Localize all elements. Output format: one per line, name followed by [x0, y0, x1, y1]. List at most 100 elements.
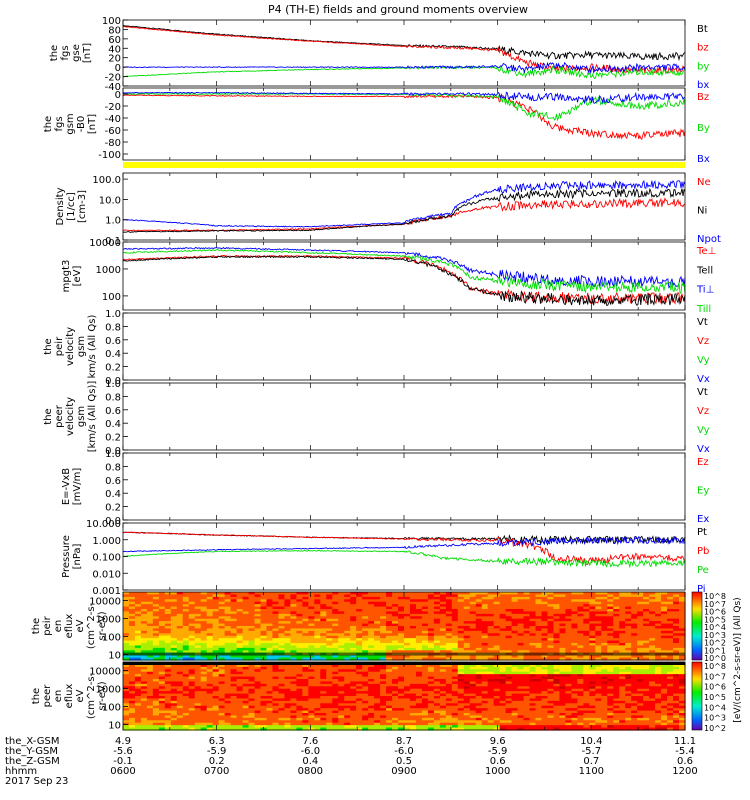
spectrogram-cell	[146, 727, 154, 731]
spectrogram-cell	[296, 683, 303, 687]
spectrogram-cell	[445, 609, 453, 613]
spectrogram-cell	[260, 703, 268, 707]
spectrogram-cell	[404, 604, 411, 608]
spectrogram-cell	[350, 613, 357, 617]
spectrogram-cell	[457, 592, 465, 596]
spectrogram-cell	[284, 623, 292, 627]
spectrogram-cell	[595, 635, 602, 639]
spectrogram-cell	[320, 626, 327, 630]
spectrogram-cell	[230, 645, 238, 649]
spectrogram-cell	[661, 645, 668, 649]
spectrogram-cell	[188, 666, 196, 670]
spectrogram-cell	[427, 626, 435, 630]
spectrogram-cell	[529, 720, 537, 724]
spectrogram-cell	[451, 681, 459, 685]
spectrogram-cell	[625, 655, 632, 659]
spectrogram-cell	[643, 628, 650, 632]
spectrogram-cell	[332, 609, 339, 613]
spectrogram-cell	[392, 599, 399, 603]
spectrogram-cell	[236, 594, 244, 598]
spectrogram-cell	[415, 613, 423, 617]
spectrogram-cell	[595, 657, 602, 661]
spectrogram-cell	[182, 655, 190, 659]
spectrogram-cell	[523, 722, 531, 726]
spectrogram-cell	[487, 725, 495, 729]
spectrogram-cell	[392, 604, 399, 608]
spectrogram-cell	[535, 710, 543, 714]
spectrogram-cell	[236, 705, 244, 709]
spectrogram-cell	[200, 645, 208, 649]
spectrogram-cell	[278, 599, 286, 603]
spectrogram-cell	[314, 679, 321, 683]
spectrogram-cell	[194, 674, 202, 678]
spectrogram-cell	[481, 596, 489, 600]
spectrogram-cell	[128, 601, 136, 605]
spectrogram-cell	[284, 657, 292, 661]
spectrogram-cell	[661, 647, 668, 651]
spectrogram-cell	[344, 630, 351, 634]
spectrogram-cell	[404, 623, 411, 627]
spectrogram-cell	[409, 698, 417, 702]
spectrogram-cell	[350, 621, 357, 625]
spectrogram-cell	[559, 657, 567, 661]
spectrogram-cell	[332, 638, 339, 642]
spectrogram-cell	[254, 609, 262, 613]
spectrogram-cell	[565, 655, 573, 659]
spectrogram-cell	[481, 676, 489, 680]
spectrogram-cell	[523, 727, 531, 731]
spectrogram-cell	[308, 683, 315, 687]
spectrogram-cell	[487, 717, 495, 721]
spectrogram-cell	[445, 710, 453, 714]
spectrogram-cell	[469, 691, 477, 695]
spectrogram-cell	[242, 683, 250, 687]
spectrogram-cell	[511, 674, 519, 678]
spectrogram-cell	[439, 596, 447, 600]
spectrogram-cell	[272, 647, 280, 651]
spectrogram-cell	[230, 609, 238, 613]
spectrogram-cell	[284, 609, 292, 613]
spectrogram-cell	[176, 725, 184, 729]
spectrogram-cell	[517, 601, 525, 605]
spectrogram-cell	[529, 671, 537, 675]
spectrogram-cell	[392, 705, 399, 709]
spectrogram-cell	[164, 592, 172, 596]
spectrogram-cell	[350, 638, 357, 642]
spectrogram-cell	[529, 594, 537, 598]
spectrogram-cell	[212, 613, 220, 617]
spectrogram-cell	[655, 601, 662, 605]
spectrogram-cell	[254, 713, 262, 717]
spectrogram-cell	[278, 705, 286, 709]
spectrogram-cell	[338, 696, 345, 700]
spectrogram-cell	[511, 681, 519, 685]
spectrogram-cell	[577, 633, 584, 637]
spectrogram-cell	[517, 698, 525, 702]
spectrogram-cell	[350, 705, 357, 709]
spectrogram-cell	[637, 609, 644, 613]
spectrogram-cell	[529, 674, 537, 678]
spectrogram-cell	[230, 693, 238, 697]
spectrogram-cell	[212, 626, 220, 630]
spectrogram-cell	[284, 601, 292, 605]
spectrogram-cell	[487, 715, 495, 719]
spectrogram-cell	[188, 688, 196, 692]
spectrogram-cell	[439, 628, 447, 632]
spectrogram-cell	[547, 681, 555, 685]
spectrogram-cell	[236, 611, 244, 615]
spectrogram-cell	[559, 688, 567, 692]
spectrogram-cell	[613, 616, 620, 620]
spectrogram-cell	[188, 679, 196, 683]
spectrogram-cell	[655, 633, 662, 637]
spectrogram-cell	[637, 633, 644, 637]
spectrogram-cell	[380, 700, 387, 704]
spectrogram-cell	[140, 676, 148, 680]
spectrogram-cell	[123, 727, 130, 731]
spectrogram-cell	[356, 693, 363, 697]
spectrogram-cell	[284, 628, 292, 632]
spectrogram-cell	[188, 676, 196, 680]
spectrogram-cell	[290, 705, 297, 709]
spectrogram-cell	[409, 725, 417, 729]
spectrogram-cell	[356, 725, 363, 729]
spectrogram-cell	[541, 596, 549, 600]
spectrogram-cell	[350, 696, 357, 700]
spectrogram-cell	[254, 664, 262, 668]
